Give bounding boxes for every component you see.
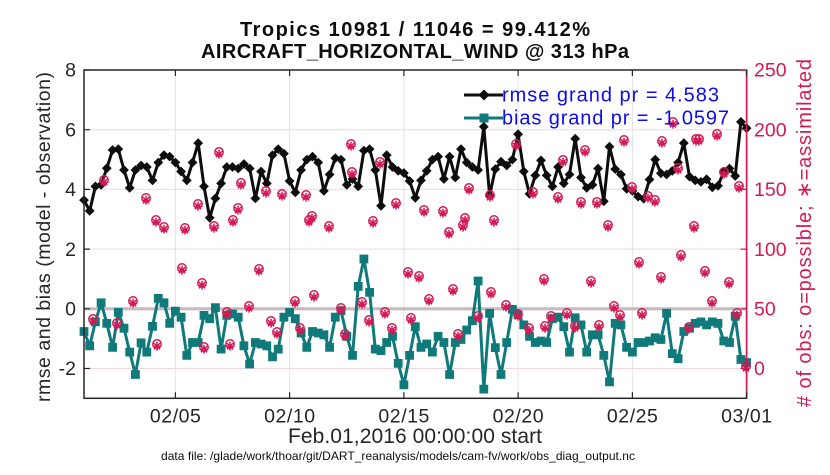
svg-text:100: 100	[754, 239, 787, 261]
svg-text:02/05: 02/05	[150, 406, 201, 428]
svg-text:AIRCRAFT_HORIZONTAL_WIND @ 313: AIRCRAFT_HORIZONTAL_WIND @ 313 hPa	[201, 41, 630, 63]
svg-text:4: 4	[65, 179, 76, 201]
svg-text:6: 6	[65, 119, 76, 141]
svg-text:8: 8	[65, 60, 76, 82]
svg-text:02/20: 02/20	[493, 406, 544, 428]
svg-text:0: 0	[754, 358, 765, 380]
svg-text:03/01: 03/01	[721, 406, 772, 428]
svg-text:200: 200	[754, 119, 787, 141]
svg-text:02/15: 02/15	[378, 406, 429, 428]
svg-text:bias grand pr = -1.0597: bias grand pr = -1.0597	[502, 108, 729, 130]
svg-text:Feb.01,2016 00:00:00 start: Feb.01,2016 00:00:00 start	[288, 425, 542, 448]
svg-text:250: 250	[754, 60, 787, 82]
svg-text:-2: -2	[59, 358, 76, 380]
svg-text:rmse and bias (model - observa: rmse and bias (model - observation)	[33, 72, 55, 402]
svg-text:rmse grand pr = 4.583: rmse grand pr = 4.583	[502, 85, 719, 107]
svg-text:data file: /glade/work/thoar/g: data file: /glade/work/thoar/git/DART_re…	[161, 449, 635, 463]
svg-text:02/10: 02/10	[264, 406, 315, 428]
svg-text:2: 2	[65, 239, 76, 261]
svg-text:02/25: 02/25	[607, 406, 658, 428]
svg-text:Tropics 10981 / 11046 = 99.412: Tropics 10981 / 11046 = 99.412%	[240, 19, 590, 41]
svg-text:150: 150	[754, 179, 787, 201]
svg-text:50: 50	[754, 298, 776, 320]
svg-text:0: 0	[65, 298, 76, 320]
svg-text:# of obs: o=possible; ∗=assimi: # of obs: o=possible; ∗=assimilated	[794, 59, 816, 407]
